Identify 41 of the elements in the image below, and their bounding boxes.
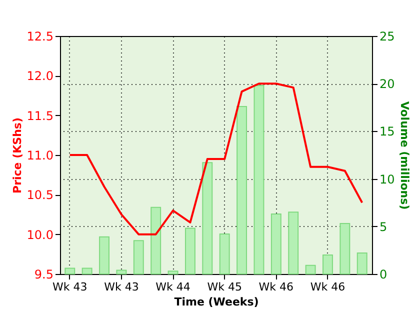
x-tick-label: Wk 45	[207, 280, 242, 294]
y-tick-label: 12.0	[26, 69, 54, 84]
bar	[305, 264, 316, 274]
y-tick-label: 9.5	[34, 268, 54, 282]
y2-tick-label: 0	[380, 268, 388, 282]
bar	[150, 206, 162, 274]
bar	[288, 212, 299, 274]
y2-tick-label: 15	[380, 124, 395, 139]
line-series	[68, 82, 364, 236]
y2-tick-label: 5	[380, 220, 388, 234]
y2-tick-label: 25	[380, 30, 395, 44]
y-axis-title: Price (KShs)	[10, 118, 24, 194]
x-tick-label: Wk 44	[156, 280, 190, 294]
x-tick-label: Wk 46	[310, 280, 346, 294]
bar	[219, 234, 230, 274]
bar	[202, 162, 213, 274]
x-axis-title: Time (Weeks)	[174, 296, 259, 308]
bar	[322, 254, 333, 274]
y-tick-label: 10.0	[26, 228, 54, 242]
bar	[64, 268, 76, 274]
y-tick-label: 11.0	[26, 148, 54, 162]
bar	[99, 236, 110, 274]
bar	[116, 270, 127, 274]
y2-tick-label: 20	[380, 77, 395, 92]
bar	[270, 214, 282, 274]
bar	[184, 228, 196, 274]
y-tick-label: 10.5	[26, 188, 54, 202]
bar	[133, 240, 144, 274]
bar	[236, 106, 248, 274]
x-tick-label: Wk 43	[104, 280, 139, 294]
bar	[356, 252, 368, 274]
bar	[168, 270, 178, 274]
bar	[340, 223, 350, 274]
x-tick-label: Wk 43	[52, 280, 88, 294]
bar	[254, 85, 264, 274]
y2-axis-title: Volume (millions)	[398, 101, 411, 210]
x-tick-label: Wk 46	[258, 280, 294, 294]
y2-tick-label: 10	[380, 172, 395, 186]
y-tick-label: 11.5	[26, 108, 54, 123]
y-tick-label: 12.5	[26, 30, 54, 44]
bar	[82, 268, 92, 274]
